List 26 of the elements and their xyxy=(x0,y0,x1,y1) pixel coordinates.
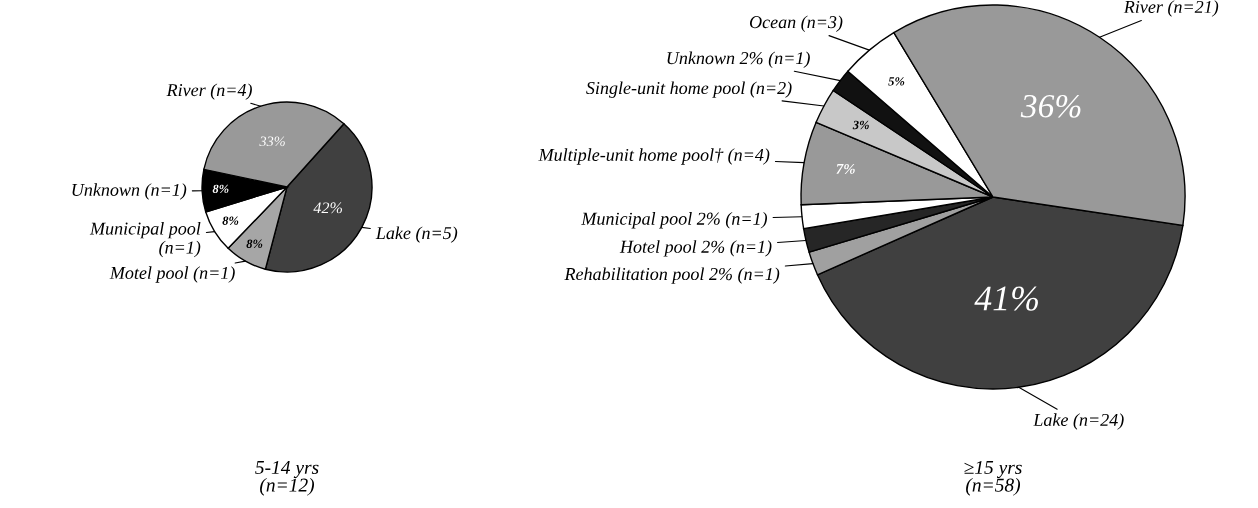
data-label: 8% xyxy=(212,184,229,194)
data-label: 33% xyxy=(259,136,285,147)
slice-label: Rehabilitation pool 2% (n=1) xyxy=(564,267,780,284)
slice-label: Lake (n=5) xyxy=(375,226,458,243)
slice-label: Motel pool (n=1) xyxy=(109,266,235,283)
data-label: 8% xyxy=(246,239,263,248)
slice-label: Single-unit home pool (n=2) xyxy=(586,81,792,98)
slice-label: Municipal pool (n=1) xyxy=(89,221,201,258)
slice-label: Ocean (n=3) xyxy=(749,15,843,32)
slice-label: Hotel pool 2% (n=1) xyxy=(619,240,772,257)
data-label: 42% xyxy=(313,202,343,214)
data-label: 41% xyxy=(974,286,1038,311)
data-label: 8% xyxy=(222,216,239,225)
slice-label: Unknown 2% (n=1) xyxy=(667,51,810,68)
slice-label: River (n=21) xyxy=(1123,0,1219,17)
data-label: 7% xyxy=(836,163,855,174)
slice-label: River (n=4) xyxy=(166,83,252,100)
data-label: 5% xyxy=(888,77,905,86)
data-label: 3% xyxy=(852,120,869,130)
slice-label: Lake (n=24) xyxy=(1033,413,1124,430)
slice-label: Municipal pool 2% (n=1) xyxy=(581,212,768,229)
text: 5-14 yrs (n=12) xyxy=(255,460,319,496)
slice-label: Multiple-unit home pool† (n=4) xyxy=(538,148,770,165)
slice-label: Unknown (n=1) xyxy=(72,183,187,200)
text: ≥15 yrs (n=58) xyxy=(964,460,1022,496)
data-label: 36% xyxy=(1020,94,1081,118)
